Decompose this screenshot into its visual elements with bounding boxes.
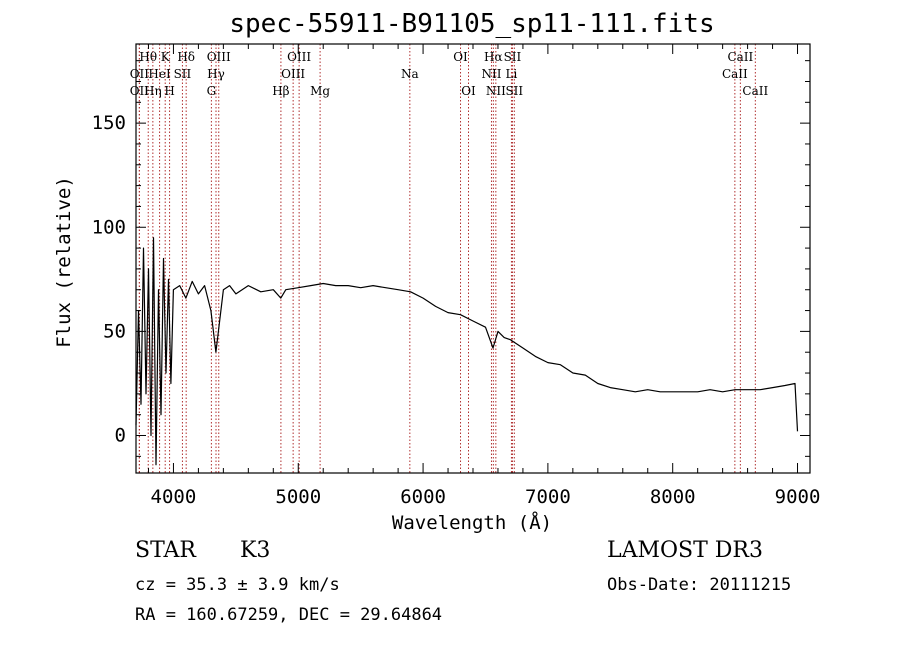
- line-label-li: Li: [506, 67, 518, 81]
- y-tick-label: 100: [92, 216, 126, 238]
- x-tick-label: 8000: [650, 486, 696, 508]
- axis-ticks: 4000 5000 6000 7000 8000 9000 0 50 100 150: [92, 44, 821, 508]
- line-label-oii: OII: [130, 67, 150, 81]
- x-tick-label: 5000: [275, 486, 321, 508]
- line-label-sii: SII: [504, 50, 522, 64]
- line-label-oiii: OIII: [287, 50, 311, 64]
- spectral-line-markers: [138, 44, 756, 473]
- line-label-hβ: Hβ: [272, 84, 289, 98]
- line-label-oi: OI: [461, 84, 476, 98]
- y-tick-label: 0: [115, 425, 126, 447]
- line-label-oii: OII: [130, 84, 150, 98]
- line-label-k: K: [161, 50, 171, 64]
- line-label-oiii: OIII: [281, 67, 305, 81]
- line-label-caii: CaII: [722, 67, 748, 81]
- line-label-hα: Hα: [484, 50, 503, 64]
- redshift-readout: cz = 35.3 ± 3.9 km/s: [135, 575, 340, 595]
- x-tick-label: 9000: [775, 486, 821, 508]
- survey-name: LAMOST DR3: [607, 538, 763, 563]
- line-label-nii: NII: [486, 84, 506, 98]
- line-label-mg: Mg: [310, 84, 330, 98]
- line-label-caii: CaII: [742, 84, 768, 98]
- x-axis-label: Wavelength (Å): [392, 511, 552, 534]
- observation-date: Obs-Date: 20111215: [607, 575, 792, 595]
- line-label-g: G: [207, 84, 217, 98]
- line-label-na: Na: [401, 67, 419, 81]
- line-label-oi: OI: [453, 50, 468, 64]
- x-tick-label: 7000: [525, 486, 571, 508]
- y-tick-label: 150: [92, 112, 126, 134]
- y-axis-label: Flux (relative): [53, 176, 75, 348]
- plot-frame: [135, 43, 811, 474]
- line-label-oiii: OIII: [207, 50, 231, 64]
- object-subclass: K3: [240, 538, 271, 563]
- spectrum-line: [135, 237, 799, 466]
- line-label-nii: NII: [481, 67, 501, 81]
- y-tick-label: 50: [103, 320, 126, 342]
- line-label-hei: HeI: [148, 67, 171, 81]
- line-label-hδ: Hδ: [177, 50, 195, 64]
- line-label-h: H: [164, 84, 174, 98]
- chart-title: spec-55911-B91105_sp11-111.fits: [229, 9, 714, 39]
- line-label-hη: Hη: [144, 84, 162, 98]
- line-label-hθ: Hθ: [139, 50, 157, 64]
- line-label-caii: CaII: [727, 50, 753, 64]
- line-label-hγ: Hγ: [207, 67, 225, 81]
- line-label-sii: SII: [505, 84, 523, 98]
- coordinates-readout: RA = 160.67259, DEC = 29.64864: [135, 605, 443, 625]
- object-class: STAR: [135, 538, 196, 563]
- x-tick-label: 4000: [151, 486, 197, 508]
- x-tick-label: 6000: [400, 486, 446, 508]
- line-label-sii: SII: [174, 67, 192, 81]
